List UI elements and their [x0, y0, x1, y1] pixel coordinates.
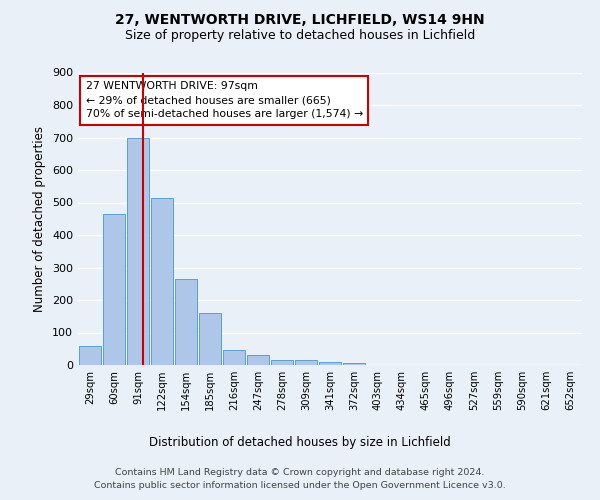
Text: Distribution of detached houses by size in Lichfield: Distribution of detached houses by size …: [149, 436, 451, 449]
Bar: [343, 364, 365, 365]
Y-axis label: Number of detached properties: Number of detached properties: [34, 126, 46, 312]
Text: Contains HM Land Registry data © Crown copyright and database right 2024.: Contains HM Land Registry data © Crown c…: [115, 468, 485, 477]
Text: Size of property relative to detached houses in Lichfield: Size of property relative to detached ho…: [125, 28, 475, 42]
Bar: [127, 138, 149, 365]
Bar: [151, 198, 173, 365]
Bar: [175, 279, 197, 365]
Text: Contains public sector information licensed under the Open Government Licence v3: Contains public sector information licen…: [94, 482, 506, 490]
Bar: [295, 360, 317, 365]
Bar: [103, 214, 125, 365]
Text: 27, WENTWORTH DRIVE, LICHFIELD, WS14 9HN: 27, WENTWORTH DRIVE, LICHFIELD, WS14 9HN: [115, 13, 485, 27]
Bar: [247, 355, 269, 365]
Bar: [199, 313, 221, 365]
Bar: [319, 362, 341, 365]
Bar: [223, 350, 245, 365]
Bar: [271, 360, 293, 365]
Text: 27 WENTWORTH DRIVE: 97sqm
← 29% of detached houses are smaller (665)
70% of semi: 27 WENTWORTH DRIVE: 97sqm ← 29% of detac…: [86, 82, 363, 120]
Bar: [79, 346, 101, 365]
